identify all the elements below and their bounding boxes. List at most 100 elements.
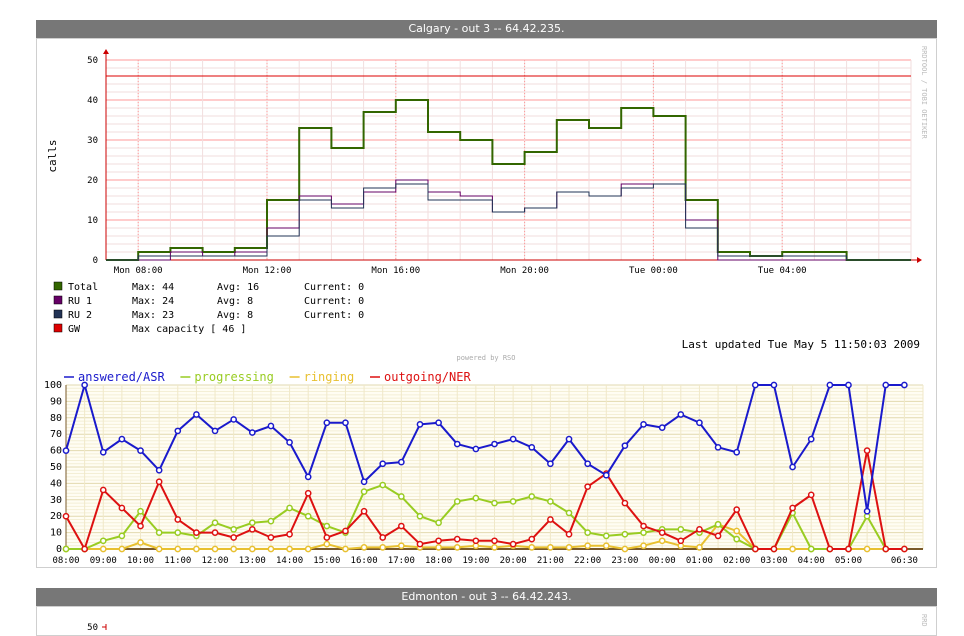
rrd-legend-current: Current: 0 — [304, 296, 364, 307]
asr-series-progressing-point — [509, 498, 517, 505]
asr-series-outgoing-ner-point — [547, 516, 554, 523]
asr-series-ringing-point — [397, 542, 405, 550]
asr-series-outgoing-ner-point — [807, 491, 815, 499]
asr-x-tick-label: 23:00 — [611, 556, 638, 566]
asr-series-progressing-point — [416, 512, 424, 520]
asr-series-outgoing-ner-point — [267, 534, 275, 541]
asr-series-ringing-point — [230, 545, 238, 553]
asr-series-outgoing-ner-point — [714, 532, 722, 540]
asr-y-ticks: 0 10 20 30 40 50 60 70 80 90 100 — [44, 380, 62, 555]
asr-series-outgoing-ner-point — [845, 545, 852, 553]
asr-series-ringing-point — [547, 544, 554, 551]
asr-series-answered-asr-point — [304, 473, 312, 481]
asr-series-outgoing-ner-point — [397, 522, 405, 530]
asr-series-progressing-point — [137, 507, 144, 515]
rrd-x-tick-label: Mon 16:00 — [371, 266, 420, 276]
rrd-last-updated: Last updated Tue May 5 11:50:03 2009 — [682, 338, 920, 351]
asr-series-outgoing-ner-point — [193, 529, 200, 536]
asr-series-ringing-point — [733, 527, 741, 535]
asr-y-tick-label: 100 — [44, 380, 62, 391]
asr-y-tick-label: 90 — [50, 396, 62, 407]
rrd-legend-avg: Avg: 8 — [217, 296, 253, 307]
rrd-legend-swatch — [53, 309, 63, 319]
asr-series-answered-asr-point — [640, 421, 647, 428]
asr-series-outgoing-ner-point — [360, 507, 368, 515]
rrd-y-tick-label: 10 — [87, 216, 98, 226]
rrd-legend-name: GW — [68, 324, 81, 335]
asr-series-ringing-point — [267, 545, 275, 553]
asr-series-progressing-point — [211, 519, 219, 527]
asr-series-progressing-point — [491, 499, 498, 507]
asr-x-tick-label: 02:00 — [723, 556, 750, 566]
asr-series-outgoing-ner-point — [472, 537, 480, 545]
asr-series-progressing-point — [99, 537, 107, 545]
asr-series-ringing-point — [137, 539, 144, 546]
asr-series-answered-asr-point — [230, 416, 238, 423]
asr-series-answered-asr-point — [211, 427, 219, 435]
asr-series-answered-asr-point — [565, 435, 573, 443]
rrd-legend-swatch — [53, 295, 63, 305]
asr-y-tick-label: 80 — [50, 413, 62, 424]
asr-series-outgoing-ner-point — [304, 489, 312, 497]
asr-series-progressing-point — [453, 498, 461, 505]
asr-series-progressing-point — [584, 529, 592, 536]
asr-x-tick-label: 03:00 — [760, 556, 787, 566]
asr-series-ringing-point — [99, 545, 107, 553]
asr-series-answered-asr-point — [379, 460, 387, 468]
asr-series-outgoing-ner-point — [491, 537, 498, 545]
rrd-legend-avg: Avg: 16 — [217, 282, 259, 293]
asr-series-outgoing-ner-point — [416, 540, 424, 548]
asr-series-progressing-point — [174, 529, 182, 536]
asr-series-answered-asr-point — [323, 419, 331, 427]
asr-series-answered-asr-point — [509, 435, 517, 443]
edmonton-title-bar: Edmonton - out 3 -- 64.42.243. — [36, 588, 937, 606]
asr-series-ringing-point — [304, 545, 312, 553]
asr-series-answered-asr-point — [733, 448, 741, 456]
asr-series-answered-asr-point — [491, 440, 498, 448]
asr-series-answered-asr-point — [267, 422, 275, 430]
asr-series-outgoing-ner-point — [640, 522, 647, 530]
asr-series-outgoing-ner-point — [751, 545, 759, 553]
asr-series-answered-asr-point — [472, 445, 480, 453]
rrd-legend-name: Total — [68, 282, 98, 293]
asr-series-ringing-point — [584, 542, 592, 550]
asr-series-outgoing-ner-point — [789, 504, 796, 512]
asr-y-tick-label: 10 — [50, 528, 62, 539]
asr-series-outgoing-ner-point — [882, 545, 890, 553]
asr-series-ringing-point — [342, 545, 349, 553]
asr-series-outgoing-ner-point — [248, 525, 256, 533]
asr-series-progressing-point — [360, 488, 368, 495]
asr-x-tick-label: 12:00 — [201, 556, 228, 566]
asr-series-progressing-point — [677, 525, 685, 533]
asr-series-ringing-point — [696, 544, 703, 551]
asr-series-outgoing-ner-point — [379, 534, 387, 541]
asr-series-outgoing-ner-point — [826, 545, 834, 553]
asr-y-tick-label: 30 — [50, 495, 62, 506]
asr-series-outgoing-ner-point — [621, 499, 629, 507]
asr-x-tick-label: 06:30 — [891, 556, 918, 566]
asr-y-tick-label: 20 — [50, 511, 62, 522]
asr-legend-label: outgoing/NER — [384, 370, 471, 384]
asr-series-progressing-point — [397, 493, 405, 500]
asr-series-progressing-point — [807, 545, 815, 553]
edmonton-y-top-label: 50 — [87, 623, 98, 630]
asr-series-answered-asr-point — [118, 435, 126, 443]
asr-series-answered-asr-point — [547, 460, 554, 468]
asr-series-answered-asr-point — [193, 411, 200, 418]
rrd-plot-area — [106, 60, 911, 260]
asr-series-answered-asr-point — [453, 440, 461, 448]
asr-series-answered-asr-point — [901, 381, 908, 389]
asr-series-ringing-point — [602, 542, 610, 550]
rrd-legend-swatch — [53, 323, 63, 333]
asr-series-answered-asr-point — [174, 427, 182, 435]
asr-legend-label: ringing — [304, 370, 355, 384]
asr-series-progressing-point — [323, 522, 331, 530]
asr-series-outgoing-ner-point — [62, 512, 70, 520]
asr-series-outgoing-ner-point — [323, 534, 331, 541]
rrd-legend-current: Current: 0 — [304, 310, 364, 321]
rrd-y-tick-label: 30 — [87, 136, 98, 146]
asr-series-progressing-point — [304, 512, 312, 520]
asr-series-ringing-point — [248, 545, 256, 553]
asr-x-tick-label: 05:00 — [835, 556, 862, 566]
